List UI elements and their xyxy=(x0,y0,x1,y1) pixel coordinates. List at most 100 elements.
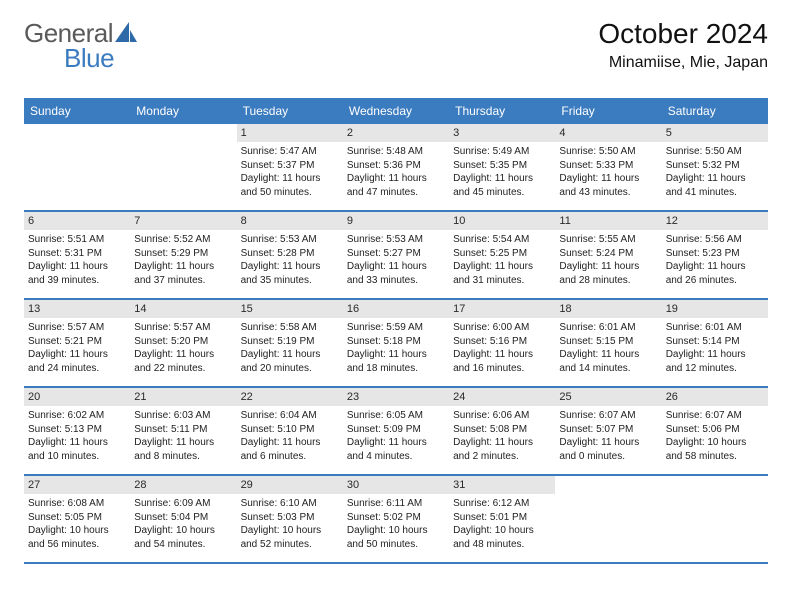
sunrise-line: Sunrise: 5:53 AM xyxy=(241,233,339,247)
date-number: 14 xyxy=(130,300,236,318)
cell-body: Sunrise: 6:11 AMSunset: 5:02 PMDaylight:… xyxy=(343,494,449,556)
daylight-line: Daylight: 11 hours and 45 minutes. xyxy=(453,172,551,199)
sunrise-line: Sunrise: 6:02 AM xyxy=(28,409,126,423)
daylight-line: Daylight: 11 hours and 43 minutes. xyxy=(559,172,657,199)
daylight-line: Daylight: 11 hours and 28 minutes. xyxy=(559,260,657,287)
calendar-cell: 14Sunrise: 5:57 AMSunset: 5:20 PMDayligh… xyxy=(130,300,236,386)
sunset-line: Sunset: 5:20 PM xyxy=(134,335,232,349)
daylight-line: Daylight: 11 hours and 4 minutes. xyxy=(347,436,445,463)
sunset-line: Sunset: 5:01 PM xyxy=(453,511,551,525)
cell-body: Sunrise: 6:07 AMSunset: 5:06 PMDaylight:… xyxy=(662,406,768,468)
cell-body: Sunrise: 5:51 AMSunset: 5:31 PMDaylight:… xyxy=(24,230,130,292)
daylight-line: Daylight: 11 hours and 6 minutes. xyxy=(241,436,339,463)
date-number: 3 xyxy=(449,124,555,142)
calendar-cell: 29Sunrise: 6:10 AMSunset: 5:03 PMDayligh… xyxy=(237,476,343,562)
sunrise-line: Sunrise: 6:00 AM xyxy=(453,321,551,335)
daylight-line: Daylight: 10 hours and 58 minutes. xyxy=(666,436,764,463)
calendar-cell: 1Sunrise: 5:47 AMSunset: 5:37 PMDaylight… xyxy=(237,124,343,210)
cell-body: Sunrise: 6:01 AMSunset: 5:15 PMDaylight:… xyxy=(555,318,661,380)
cell-body: Sunrise: 6:10 AMSunset: 5:03 PMDaylight:… xyxy=(237,494,343,556)
daylight-line: Daylight: 11 hours and 47 minutes. xyxy=(347,172,445,199)
cell-body: Sunrise: 5:59 AMSunset: 5:18 PMDaylight:… xyxy=(343,318,449,380)
calendar-cell: 12Sunrise: 5:56 AMSunset: 5:23 PMDayligh… xyxy=(662,212,768,298)
location-subtitle: Minamiise, Mie, Japan xyxy=(598,54,768,72)
date-number: 26 xyxy=(662,388,768,406)
date-number: 23 xyxy=(343,388,449,406)
calendar-cell: 8Sunrise: 5:53 AMSunset: 5:28 PMDaylight… xyxy=(237,212,343,298)
sunrise-line: Sunrise: 5:55 AM xyxy=(559,233,657,247)
calendar-week: 6Sunrise: 5:51 AMSunset: 5:31 PMDaylight… xyxy=(24,212,768,300)
daylight-line: Daylight: 11 hours and 22 minutes. xyxy=(134,348,232,375)
date-number: 17 xyxy=(449,300,555,318)
calendar-cell: 11Sunrise: 5:55 AMSunset: 5:24 PMDayligh… xyxy=(555,212,661,298)
sunset-line: Sunset: 5:05 PM xyxy=(28,511,126,525)
date-number: 16 xyxy=(343,300,449,318)
sunrise-line: Sunrise: 6:09 AM xyxy=(134,497,232,511)
calendar-cell: 10Sunrise: 5:54 AMSunset: 5:25 PMDayligh… xyxy=(449,212,555,298)
sunrise-line: Sunrise: 5:47 AM xyxy=(241,145,339,159)
sunset-line: Sunset: 5:15 PM xyxy=(559,335,657,349)
sunrise-line: Sunrise: 6:06 AM xyxy=(453,409,551,423)
daylight-line: Daylight: 11 hours and 10 minutes. xyxy=(28,436,126,463)
calendar-cell: 15Sunrise: 5:58 AMSunset: 5:19 PMDayligh… xyxy=(237,300,343,386)
cell-body: Sunrise: 5:48 AMSunset: 5:36 PMDaylight:… xyxy=(343,142,449,204)
sunrise-line: Sunrise: 5:57 AM xyxy=(28,321,126,335)
date-number: 5 xyxy=(662,124,768,142)
date-number: 20 xyxy=(24,388,130,406)
calendar-cell: 9Sunrise: 5:53 AMSunset: 5:27 PMDaylight… xyxy=(343,212,449,298)
sunrise-line: Sunrise: 6:07 AM xyxy=(559,409,657,423)
date-number: 4 xyxy=(555,124,661,142)
date-number: 25 xyxy=(555,388,661,406)
day-header: Wednesday xyxy=(343,98,449,124)
cell-body: Sunrise: 6:09 AMSunset: 5:04 PMDaylight:… xyxy=(130,494,236,556)
sunrise-line: Sunrise: 6:01 AM xyxy=(559,321,657,335)
day-header: Sunday xyxy=(24,98,130,124)
daylight-line: Daylight: 10 hours and 50 minutes. xyxy=(347,524,445,551)
calendar-cell: 21Sunrise: 6:03 AMSunset: 5:11 PMDayligh… xyxy=(130,388,236,474)
date-number: 9 xyxy=(343,212,449,230)
daylight-line: Daylight: 11 hours and 35 minutes. xyxy=(241,260,339,287)
calendar-cell: 25Sunrise: 6:07 AMSunset: 5:07 PMDayligh… xyxy=(555,388,661,474)
brand-logo: General Blue xyxy=(24,18,137,80)
sunset-line: Sunset: 5:32 PM xyxy=(666,159,764,173)
date-number: 19 xyxy=(662,300,768,318)
sunrise-line: Sunrise: 6:07 AM xyxy=(666,409,764,423)
calendar-cell: 4Sunrise: 5:50 AMSunset: 5:33 PMDaylight… xyxy=(555,124,661,210)
daylight-line: Daylight: 11 hours and 41 minutes. xyxy=(666,172,764,199)
date-number: 1 xyxy=(237,124,343,142)
daylight-line: Daylight: 11 hours and 37 minutes. xyxy=(134,260,232,287)
daylight-line: Daylight: 11 hours and 14 minutes. xyxy=(559,348,657,375)
cell-body: Sunrise: 6:00 AMSunset: 5:16 PMDaylight:… xyxy=(449,318,555,380)
sunset-line: Sunset: 5:02 PM xyxy=(347,511,445,525)
date-number: 12 xyxy=(662,212,768,230)
calendar: SundayMondayTuesdayWednesdayThursdayFrid… xyxy=(24,98,768,564)
sunrise-line: Sunrise: 6:04 AM xyxy=(241,409,339,423)
day-header: Thursday xyxy=(449,98,555,124)
sunset-line: Sunset: 5:03 PM xyxy=(241,511,339,525)
calendar-cell: 30Sunrise: 6:11 AMSunset: 5:02 PMDayligh… xyxy=(343,476,449,562)
calendar-cell: 27Sunrise: 6:08 AMSunset: 5:05 PMDayligh… xyxy=(24,476,130,562)
sunset-line: Sunset: 5:13 PM xyxy=(28,423,126,437)
sunset-line: Sunset: 5:21 PM xyxy=(28,335,126,349)
date-number: 10 xyxy=(449,212,555,230)
date-number: 24 xyxy=(449,388,555,406)
date-number: 2 xyxy=(343,124,449,142)
date-number-empty xyxy=(130,124,236,142)
cell-body: Sunrise: 5:55 AMSunset: 5:24 PMDaylight:… xyxy=(555,230,661,292)
calendar-cell: 13Sunrise: 5:57 AMSunset: 5:21 PMDayligh… xyxy=(24,300,130,386)
calendar-week: 13Sunrise: 5:57 AMSunset: 5:21 PMDayligh… xyxy=(24,300,768,388)
cell-body: Sunrise: 5:49 AMSunset: 5:35 PMDaylight:… xyxy=(449,142,555,204)
title-block: October 2024 Minamiise, Mie, Japan xyxy=(598,18,768,72)
daylight-line: Daylight: 11 hours and 24 minutes. xyxy=(28,348,126,375)
sunrise-line: Sunrise: 5:51 AM xyxy=(28,233,126,247)
sunrise-line: Sunrise: 6:10 AM xyxy=(241,497,339,511)
cell-body: Sunrise: 6:04 AMSunset: 5:10 PMDaylight:… xyxy=(237,406,343,468)
sunrise-line: Sunrise: 5:50 AM xyxy=(559,145,657,159)
calendar-cell: 5Sunrise: 5:50 AMSunset: 5:32 PMDaylight… xyxy=(662,124,768,210)
sunset-line: Sunset: 5:07 PM xyxy=(559,423,657,437)
date-number: 31 xyxy=(449,476,555,494)
date-number: 22 xyxy=(237,388,343,406)
daylight-line: Daylight: 11 hours and 33 minutes. xyxy=(347,260,445,287)
cell-body: Sunrise: 5:57 AMSunset: 5:20 PMDaylight:… xyxy=(130,318,236,380)
sunrise-line: Sunrise: 5:56 AM xyxy=(666,233,764,247)
